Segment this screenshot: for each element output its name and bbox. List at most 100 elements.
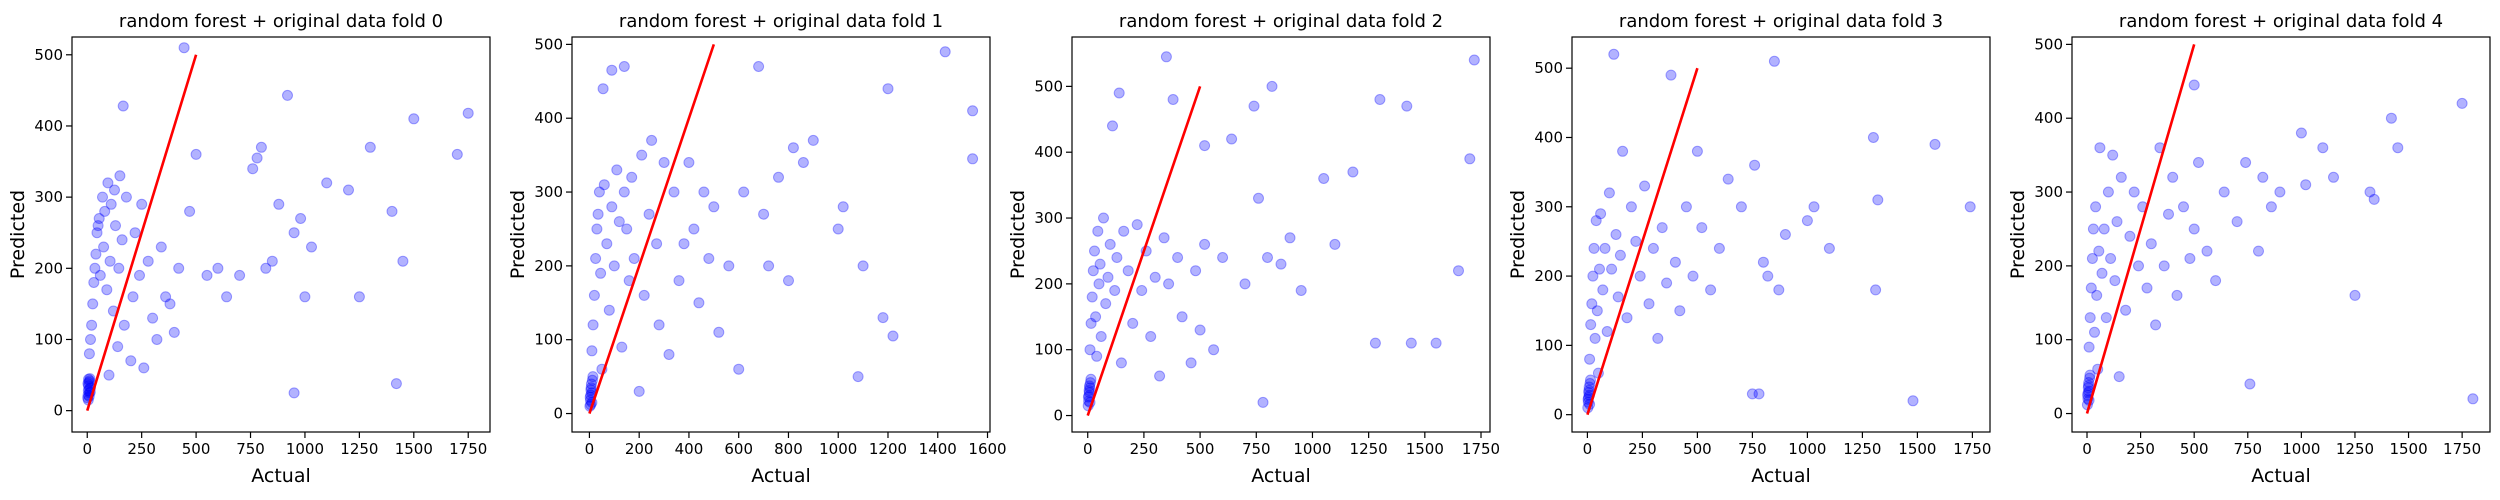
x-tick-label: 400	[675, 440, 704, 458]
data-point	[2167, 171, 2179, 183]
x-tick-label: 1000	[819, 440, 857, 458]
data-points	[2081, 79, 2479, 411]
data-point	[658, 157, 670, 168]
data-point	[708, 201, 720, 213]
data-point	[2231, 216, 2243, 228]
y-tick-label: 100	[534, 331, 563, 349]
y-tick-label: 300	[1534, 198, 1563, 216]
data-point	[1753, 388, 1765, 400]
data-point	[1652, 332, 1664, 344]
data-point	[2133, 260, 2144, 272]
data-point	[1588, 242, 1600, 254]
data-point	[2091, 289, 2103, 301]
data-point	[1430, 337, 1442, 349]
data-point	[2265, 201, 2277, 213]
data-point	[626, 171, 638, 183]
x-tick-label: 1250	[1350, 440, 1388, 458]
data-point	[2096, 267, 2108, 279]
chart-panel-4: random forest + original data fold 4 0 250…	[2007, 11, 2491, 487]
x-tick-label: 1000	[286, 440, 324, 458]
data-point	[116, 234, 128, 246]
data-point	[653, 319, 665, 331]
data-point	[2085, 282, 2097, 294]
data-point	[2107, 149, 2119, 161]
y-tick-label: 300	[2034, 183, 2063, 201]
data-point	[585, 378, 597, 390]
data-point	[104, 255, 116, 267]
y-tick-label: 100	[1034, 341, 1063, 359]
data-point	[2300, 179, 2312, 191]
y-tick-label: 0	[53, 402, 63, 420]
x-tick-label: 1400	[919, 440, 957, 458]
data-point	[593, 186, 605, 198]
data-point	[321, 177, 333, 189]
data-point	[184, 205, 196, 217]
data-point	[151, 334, 163, 345]
data-point	[939, 46, 951, 58]
x-tick-label: 500	[1186, 440, 1215, 458]
data-point	[1696, 222, 1708, 234]
data-point	[2109, 275, 2121, 287]
data-point	[1090, 311, 1102, 323]
data-point	[832, 223, 844, 235]
data-point	[1591, 305, 1603, 317]
data-point	[587, 371, 599, 383]
y-tick-label: 0	[1053, 407, 1063, 425]
data-point	[807, 134, 819, 146]
data-point	[1172, 252, 1184, 263]
data-point	[2201, 245, 2213, 257]
x-tick-label: 750	[2233, 440, 2262, 458]
x-tick-label: 1750	[2443, 440, 2481, 458]
data-point	[2100, 312, 2112, 324]
data-point	[668, 186, 680, 198]
data-point	[2090, 201, 2102, 213]
data-point	[1585, 319, 1597, 331]
data-point	[1176, 311, 1188, 323]
data-point	[763, 260, 775, 272]
data-point	[633, 385, 645, 397]
data-point	[1113, 87, 1125, 99]
data-point	[1768, 55, 1780, 67]
data-point	[83, 373, 94, 385]
x-tick-label: 1000	[2282, 440, 2320, 458]
data-point	[1160, 51, 1172, 63]
data-point	[1606, 263, 1618, 275]
data-point	[97, 191, 108, 203]
data-point	[408, 113, 420, 125]
data-point	[266, 255, 278, 267]
y-tick-label: 400	[1534, 128, 1563, 146]
data-point	[603, 304, 615, 316]
data-point	[136, 198, 148, 210]
data-point	[663, 349, 675, 360]
data-point	[125, 355, 137, 367]
data-point	[1100, 298, 1112, 310]
data-point	[134, 269, 145, 281]
data-point	[2086, 253, 2098, 264]
data-point	[597, 83, 609, 95]
data-point	[1735, 201, 1747, 213]
data-point	[1190, 265, 1202, 277]
x-tick-label: 1000	[1293, 440, 1331, 458]
data-point	[1208, 344, 1220, 356]
data-point	[585, 384, 597, 396]
data-point	[1084, 382, 1096, 394]
y-tick-label: 500	[2034, 35, 2063, 53]
data-point	[2158, 260, 2170, 272]
data-point	[1597, 284, 1609, 296]
data-point	[852, 371, 864, 383]
data-point	[83, 376, 95, 388]
chart-title: random forest + original data fold 2	[1119, 11, 1443, 32]
data-point	[306, 241, 317, 253]
data-point	[2317, 142, 2329, 154]
data-point	[1109, 285, 1121, 296]
reference-line	[1086, 85, 1202, 416]
data-point	[82, 378, 94, 390]
y-tick-label: 0	[2053, 405, 2063, 423]
data-point	[1089, 245, 1100, 257]
data-point	[877, 312, 889, 324]
data-point	[638, 289, 650, 301]
data-point	[587, 319, 599, 331]
data-point	[857, 260, 869, 272]
data-point	[1749, 159, 1761, 171]
x-tick-label: 250	[127, 440, 156, 458]
